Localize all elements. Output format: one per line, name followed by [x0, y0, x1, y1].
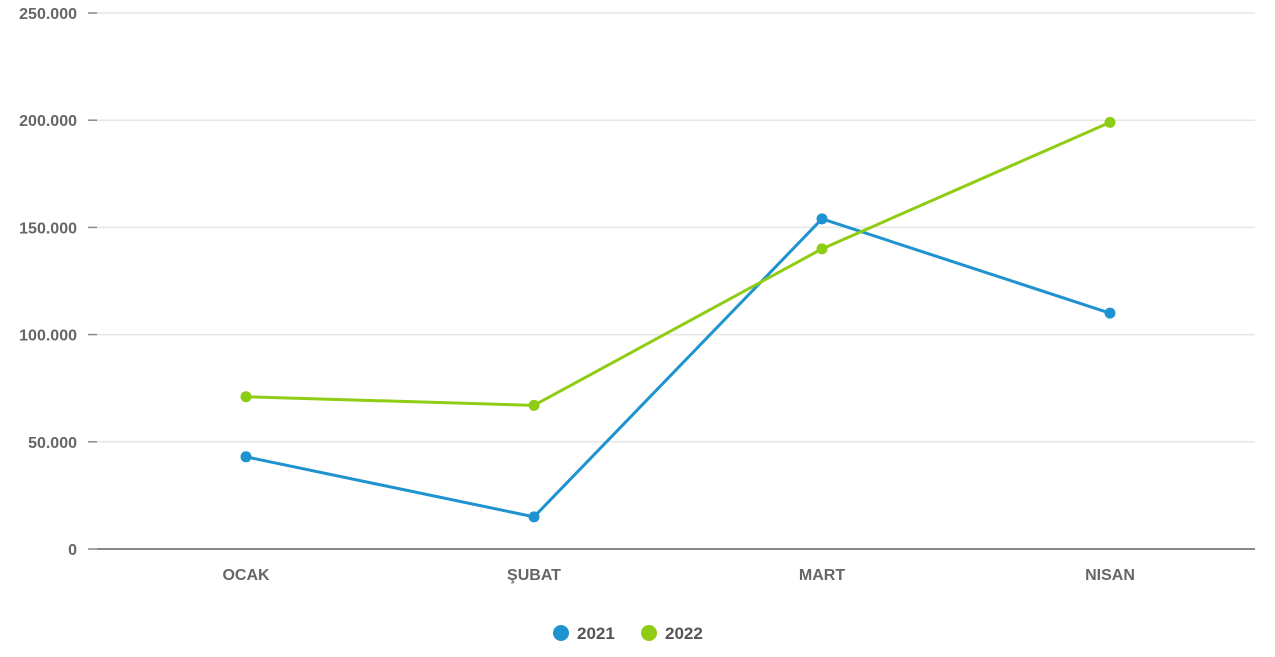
legend-item-2022[interactable]: 2022	[641, 624, 703, 643]
y-tick-label: 50.000	[28, 435, 77, 452]
series-line	[244, 217, 1112, 519]
x-tick-label: MART	[799, 567, 845, 584]
data-point[interactable]	[1104, 116, 1116, 128]
legend[interactable]: 2021 2022	[553, 624, 703, 643]
legend-item-2021[interactable]: 2021	[553, 624, 615, 643]
legend-label: 2021	[577, 624, 615, 643]
series-2021	[240, 213, 1116, 523]
series-line	[244, 120, 1112, 407]
axes	[88, 12, 1255, 550]
y-tick-label: 250.000	[19, 6, 77, 23]
y-tick-label: 100.000	[19, 328, 77, 345]
data-point[interactable]	[240, 391, 252, 403]
x-axis-tick-labels: OCAK ŞUBAT MART NISAN	[222, 567, 1134, 584]
y-tick-label: 150.000	[19, 220, 77, 237]
y-tick-label: 0	[68, 542, 77, 559]
series-lines	[240, 116, 1116, 523]
legend-marker	[641, 625, 657, 641]
data-point[interactable]	[1104, 307, 1116, 319]
y-axis-tick-labels: 0 50.000 100.000 150.000 200.000 250.000	[19, 6, 77, 559]
x-tick-label: OCAK	[222, 567, 270, 584]
data-point[interactable]	[240, 451, 252, 463]
x-tick-label: ŞUBAT	[507, 567, 561, 584]
legend-label: 2022	[665, 624, 703, 643]
x-tick-label: NISAN	[1085, 567, 1135, 584]
series-2022	[240, 116, 1116, 411]
y-tick-label: 200.000	[19, 113, 77, 130]
data-point[interactable]	[528, 399, 540, 411]
data-point[interactable]	[528, 511, 540, 523]
legend-marker	[553, 625, 569, 641]
data-point[interactable]	[816, 213, 828, 225]
data-point[interactable]	[816, 243, 828, 255]
grid-lines	[97, 12, 1255, 443]
